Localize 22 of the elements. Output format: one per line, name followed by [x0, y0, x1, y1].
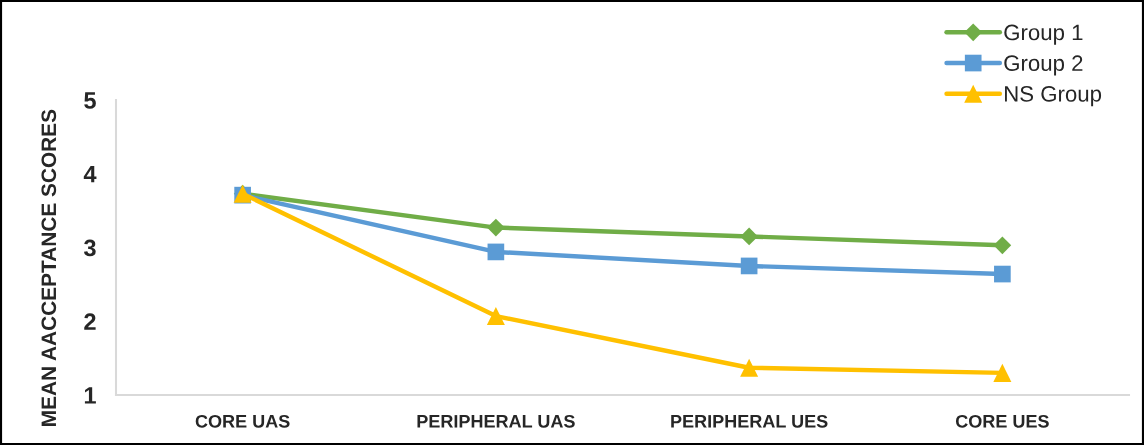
x-tick-label: PERIPHERAL UAS — [417, 414, 575, 428]
legend-label: Group 1 — [1004, 24, 1083, 45]
legend-label: Group 2 — [1004, 55, 1083, 76]
point — [740, 358, 759, 377]
x-tick-label: CORE UAS — [195, 414, 290, 428]
point — [993, 236, 1012, 255]
y-axis-title: MEAN AACCEPTANCE SCORES — [41, 109, 57, 426]
point — [486, 307, 505, 326]
y-tick-label: 2 — [84, 313, 96, 330]
y-tick-label: 5 — [84, 92, 96, 109]
point — [487, 218, 505, 237]
point — [993, 363, 1012, 382]
y-tick-label: 3 — [83, 239, 96, 257]
point — [487, 243, 505, 261]
legend-label: NS Group — [1005, 86, 1102, 107]
x-tick-label: PERIPHERAL UES — [671, 414, 828, 428]
point — [740, 257, 758, 275]
x-tick-label: CORE UES — [955, 414, 1049, 428]
y-tick-label: 4 — [83, 166, 97, 183]
point — [994, 265, 1011, 283]
point — [740, 227, 758, 246]
y-tick-label: 1 — [84, 387, 96, 404]
